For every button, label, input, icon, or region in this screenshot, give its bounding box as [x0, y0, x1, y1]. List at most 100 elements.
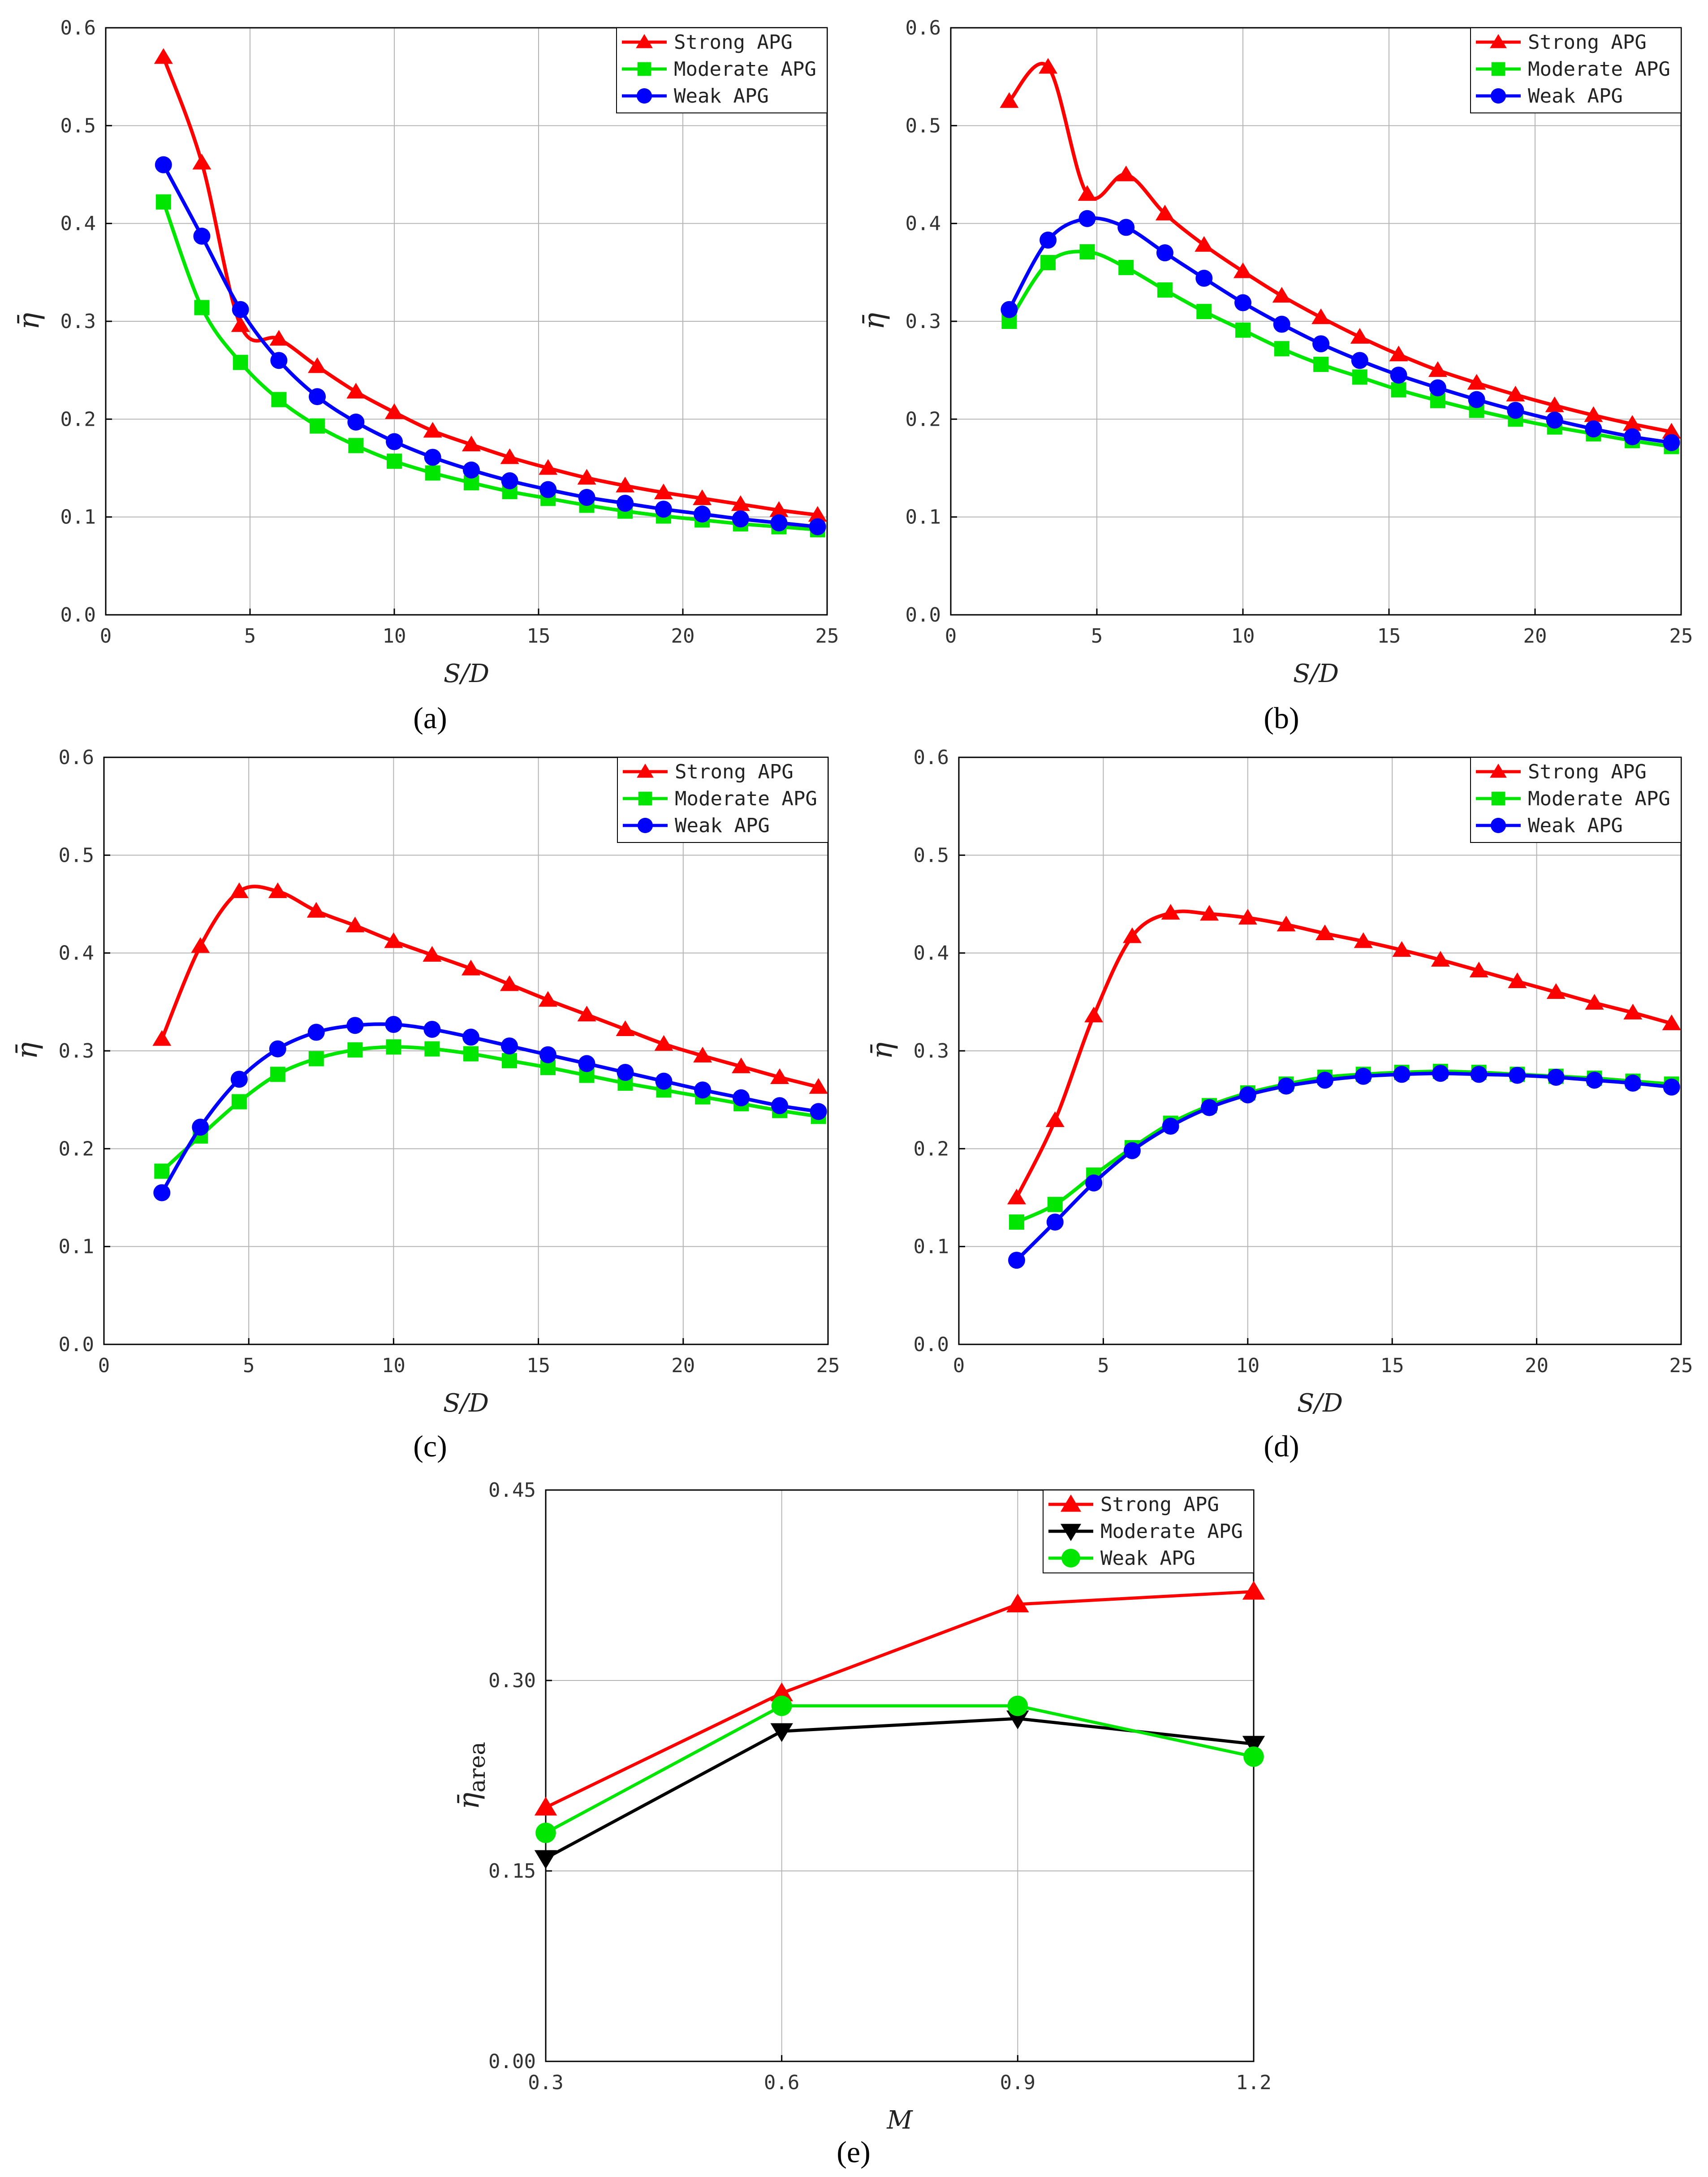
y-tick-label: 0.0 [914, 1333, 949, 1356]
data-point [194, 300, 210, 315]
legend-marker [1491, 62, 1505, 76]
data-point [307, 1024, 325, 1041]
x-axis-label: S/D [444, 659, 489, 688]
y-tick-label: 0.0 [906, 604, 941, 626]
legend-marker [1490, 34, 1507, 48]
y-tick-label: 0.6 [914, 746, 949, 769]
data-point [1006, 1594, 1029, 1612]
data-point [1272, 287, 1291, 303]
data-point [462, 461, 480, 479]
data-point [386, 433, 403, 450]
data-point [1155, 204, 1174, 220]
data-point [654, 1035, 673, 1051]
data-point [1586, 1071, 1603, 1089]
y-axis-label: η̄ [11, 1042, 44, 1059]
legend-label: Moderate APG [1100, 1520, 1243, 1543]
data-point [693, 489, 712, 505]
y-tick-label: 0.3 [60, 310, 96, 333]
caption-a: (a) [413, 701, 447, 735]
data-point [1274, 341, 1290, 357]
y-tick-label: 0.4 [906, 212, 941, 235]
legend-label: Strong APG [674, 31, 793, 54]
data-point [1546, 983, 1566, 999]
data-point [1585, 420, 1602, 438]
panel-d: 0 5 10 15 20 25 0.0 0.1 0.2 0.3 0.4 0.5 0.6 S/D η̄ Stro… [866, 746, 1693, 1463]
data-point [1624, 1075, 1642, 1092]
data-point [346, 1017, 364, 1034]
data-point [1234, 262, 1252, 278]
legend-marker [636, 34, 653, 48]
panel-b: 0 5 10 15 20 25 0.0 0.1 0.2 0.3 0.4 0.5 0.6 S/D η̄ Stro… [858, 17, 1693, 735]
series-weak-apg [153, 1016, 827, 1201]
series-strong-apg [1000, 58, 1681, 439]
data-point [310, 418, 325, 434]
y-tick-label: 0.5 [914, 844, 949, 867]
data-point [155, 194, 171, 210]
legend: Strong APG Moderate APG Weak APG [1470, 27, 1682, 113]
data-point [1508, 972, 1527, 988]
y-axis-symbol: η̄ [453, 1793, 486, 1810]
data-point [1350, 328, 1369, 344]
data-point [384, 932, 403, 948]
data-point [1123, 1142, 1141, 1159]
legend-label: Moderate APG [1528, 58, 1670, 81]
data-point [1078, 185, 1097, 201]
data-point [191, 937, 210, 953]
data-point [461, 959, 480, 976]
legend-label: Weak APG [675, 814, 770, 837]
data-point [1118, 259, 1134, 275]
data-point [1045, 1111, 1065, 1127]
data-point [348, 438, 364, 454]
series-line [160, 1022, 819, 1194]
data-point [463, 1046, 479, 1062]
x-axis-label: S/D [443, 1389, 489, 1418]
data-point [1624, 428, 1641, 445]
y-tick-label: 0.2 [914, 1137, 949, 1160]
legend-marker [636, 88, 652, 104]
x-tick-label: 0 [100, 625, 112, 648]
data-point [308, 1051, 324, 1067]
data-point [1468, 391, 1485, 408]
data-point [1234, 294, 1251, 311]
data-point [423, 1020, 441, 1038]
data-point [1352, 369, 1367, 385]
data-point [1662, 1014, 1681, 1030]
series-line [545, 1704, 1254, 1835]
data-point [231, 316, 250, 332]
data-point [270, 1067, 285, 1082]
data-point [809, 518, 826, 536]
data-point [769, 501, 789, 517]
data-point [346, 383, 366, 399]
data-point [1431, 950, 1450, 967]
data-point [1273, 315, 1290, 333]
x-tick-label: 10 [382, 1354, 405, 1377]
data-point [1312, 335, 1330, 353]
legend-marker [638, 791, 652, 806]
x-tick-label: 10 [383, 625, 406, 648]
data-point [539, 481, 557, 498]
y-tick-label: 0.5 [59, 844, 94, 867]
data-point [1156, 244, 1173, 262]
legend-marker [1061, 1549, 1080, 1568]
y-tick-label: 0.6 [906, 17, 941, 39]
data-point [1354, 932, 1373, 948]
legend-label: Moderate APG [675, 787, 817, 810]
series-moderate-apg [1009, 1063, 1679, 1230]
data-point [655, 1072, 673, 1090]
legend-label: Weak APG [674, 85, 769, 108]
data-point [771, 1097, 789, 1114]
x-tick-label: 5 [1097, 1354, 1109, 1377]
data-point [387, 454, 402, 469]
data-point [810, 1103, 827, 1120]
series-moderate-apg [155, 194, 825, 538]
data-point [534, 1850, 557, 1869]
data-point [770, 514, 788, 531]
panel-e: 0.3 0.6 0.9 1.2 0.00 0.15 0.30 0.45 Mη̄area Stron… [453, 1479, 1272, 2169]
data-point [1584, 406, 1603, 422]
x-tick-label: 15 [527, 625, 551, 648]
data-point [1157, 282, 1173, 298]
data-point [1040, 255, 1056, 270]
y-tick-label: 0.1 [60, 506, 96, 529]
x-tick-label: 25 [816, 1354, 840, 1377]
data-point [500, 1037, 518, 1055]
